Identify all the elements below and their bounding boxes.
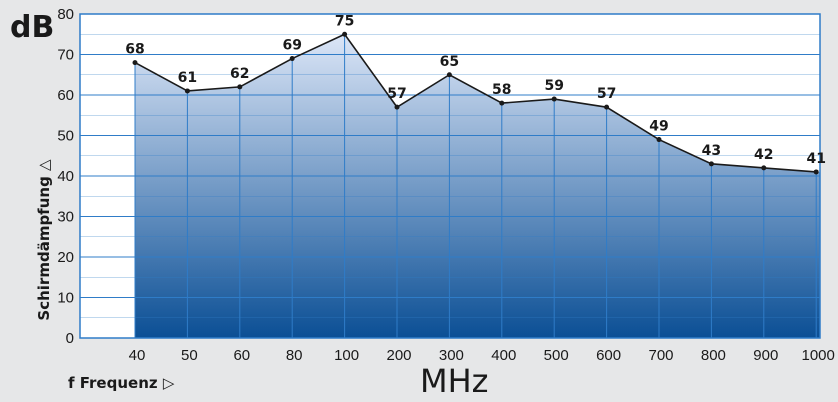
x-tick-label: 60 (233, 347, 250, 364)
data-point (499, 100, 505, 106)
data-label: 68 (125, 42, 144, 58)
x-unit-label: MHz (420, 362, 489, 400)
series-line (134, 33, 817, 173)
x-tick-label: 500 (544, 347, 569, 364)
data-label: 49 (649, 119, 668, 135)
data-point (656, 137, 662, 143)
data-label: 43 (702, 143, 721, 159)
data-point (761, 165, 767, 171)
data-point (708, 161, 714, 167)
y-tick-label: 60 (57, 87, 74, 104)
data-label: 59 (544, 78, 563, 94)
data-point (394, 104, 400, 110)
data-point (289, 56, 295, 62)
y-tick-label: 50 (57, 128, 74, 145)
data-point (446, 72, 452, 78)
data-label: 41 (806, 151, 825, 167)
x-tick-label: 50 (181, 347, 198, 364)
x-axis-title-text: f Frequenz (68, 374, 158, 392)
data-point (813, 169, 819, 175)
data-label: 69 (282, 38, 301, 54)
x-tick-label: 900 (753, 347, 778, 364)
y-tick-label: 0 (66, 330, 74, 347)
x-tick-label: 700 (648, 347, 673, 364)
data-label: 61 (178, 70, 197, 86)
x-tick-label: 800 (701, 347, 726, 364)
x-tick-label: 300 (439, 347, 464, 364)
x-tick-label: 600 (596, 347, 621, 364)
data-label: 57 (387, 86, 406, 102)
y-tick-label: 70 (57, 47, 74, 64)
x-tick-label: 40 (129, 347, 146, 364)
x-tick-label: 1000 (802, 347, 835, 364)
data-label: 42 (754, 147, 773, 163)
x-tick-label: 200 (386, 347, 411, 364)
data-point (604, 104, 610, 110)
x-tick-label: 80 (286, 347, 303, 364)
data-label: 75 (335, 13, 354, 29)
data-label: 58 (492, 82, 511, 98)
y-unit-label: dB (10, 10, 55, 45)
data-point (184, 88, 190, 94)
area-fill (135, 34, 820, 338)
y-tick-label: 80 (57, 6, 74, 23)
data-label: 57 (597, 86, 616, 102)
x-arrow-icon: ▷ (162, 374, 175, 392)
x-tick-label: 400 (491, 347, 516, 364)
y-tick-label: 20 (57, 249, 74, 266)
data-label: 62 (230, 66, 249, 82)
data-point (237, 84, 243, 90)
data-point (551, 96, 557, 102)
data-point (132, 60, 138, 66)
y-tick-label: 40 (57, 168, 74, 185)
y-tick-label: 30 (57, 209, 74, 226)
data-point (342, 31, 348, 37)
y-tick-label: 10 (57, 290, 74, 307)
data-label: 65 (440, 54, 459, 70)
x-tick-label: 100 (334, 347, 359, 364)
plot-frame (79, 13, 821, 339)
x-axis-title: f Frequenz ▷ (68, 374, 174, 392)
